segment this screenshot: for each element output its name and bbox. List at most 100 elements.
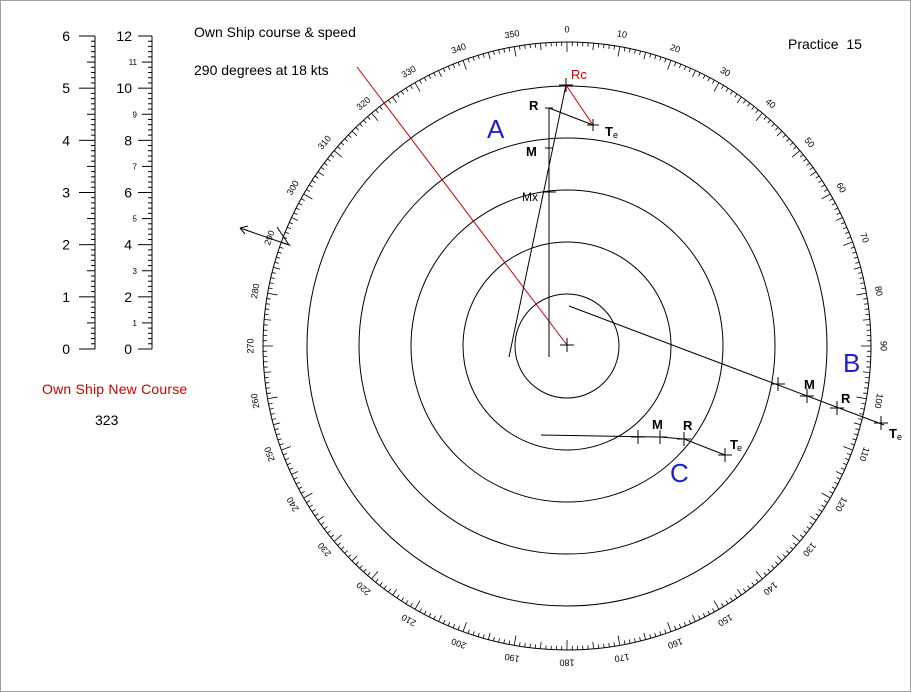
compass-tick: [340, 142, 345, 146]
compass-tick: [337, 146, 341, 150]
compass-tick: [348, 134, 352, 138]
compass-tick: [405, 600, 409, 605]
compass-tick: [836, 477, 841, 480]
compass-tick: [303, 492, 313, 499]
bearing-label: 230: [316, 541, 333, 559]
compass-tick: [702, 613, 706, 618]
compass-tick: [308, 504, 313, 508]
label-c-m: M: [652, 417, 663, 432]
compass-tick: [267, 396, 278, 400]
bearing-label: 120: [833, 495, 849, 513]
compass-tick: [793, 542, 797, 546]
bearing-label: 350: [504, 28, 521, 40]
compass-tick: [283, 453, 288, 456]
compass-tick: [623, 47, 626, 52]
compass-tick: [303, 193, 313, 200]
compass-tick: [472, 631, 475, 636]
compass-tick: [273, 266, 281, 270]
compass-tick: [664, 629, 667, 634]
own-ship-heading-arrowhead: [239, 225, 249, 235]
bearing-label: 40: [763, 96, 777, 110]
compass-tick: [359, 565, 363, 569]
compass-tick: [755, 112, 763, 122]
label-c-r: R: [683, 418, 693, 433]
label-b-te-e: e: [897, 432, 902, 442]
compass-tick: [771, 123, 775, 127]
compass-tick: [428, 74, 432, 79]
compass-tick: [540, 641, 542, 649]
compass-tick: [856, 292, 867, 296]
compass-tick: [410, 85, 413, 90]
compass-tick: [513, 46, 517, 57]
compass-tick: [419, 79, 422, 84]
right-scale-major-label: 2: [124, 289, 132, 305]
compass-tick: [613, 642, 615, 647]
compass-tick: [786, 138, 790, 142]
compass-tick: [643, 632, 647, 640]
label-rc: Rc: [571, 67, 587, 82]
compass-tick: [467, 58, 470, 63]
compass-tick: [864, 387, 869, 389]
compass-tick: [834, 207, 839, 211]
compass-tick: [401, 597, 404, 602]
compass-tick: [782, 134, 786, 138]
compass-tick: [823, 189, 828, 192]
bearing-label: 20: [669, 42, 682, 55]
compass-tick: [639, 636, 641, 642]
compass-tick: [270, 277, 275, 279]
compass-tick: [829, 198, 834, 201]
compass-tick: [617, 46, 621, 57]
compass-tick: [271, 418, 277, 420]
label-a-te-t: T: [605, 124, 613, 139]
compass-tick: [843, 241, 853, 246]
compass-tick: [268, 402, 273, 405]
compass-tick: [462, 60, 467, 70]
compass-tick: [846, 236, 851, 239]
bearing-label: 30: [718, 65, 732, 79]
compass-tick: [743, 99, 747, 104]
compass-tick: [860, 282, 865, 285]
compass-tick: [300, 491, 305, 494]
compass-tick: [383, 585, 387, 590]
compass-tick: [623, 640, 626, 645]
compass-tick: [298, 202, 303, 206]
compass-tick: [327, 530, 331, 534]
compass-tick: [503, 48, 506, 53]
compass-tick: [725, 600, 729, 605]
compass-tick: [273, 422, 281, 426]
compass-tick: [330, 154, 335, 158]
compass-tick: [751, 582, 755, 586]
compass-tick: [270, 413, 275, 415]
compass-tick: [806, 526, 811, 530]
compass-tick: [508, 47, 511, 52]
compass-tick: [447, 621, 451, 626]
compass-tick: [713, 82, 720, 92]
compass-tick: [295, 207, 300, 211]
bearing-label: 110: [857, 446, 871, 463]
compass-tick: [810, 516, 817, 521]
bearing-label: 250: [262, 446, 277, 464]
compass-tick: [392, 589, 397, 596]
compass-tick: [821, 492, 831, 499]
bearing-label: 70: [858, 231, 871, 244]
compass-tick: [401, 90, 404, 95]
right-scale-major-label: 8: [124, 132, 132, 148]
compass-tick: [649, 53, 652, 58]
compass-tick: [333, 150, 343, 158]
compass-tick: [433, 615, 436, 620]
compass-tick: [803, 158, 807, 162]
compass-tick: [786, 550, 790, 554]
compass-tick: [791, 534, 801, 542]
contact-b: [568, 305, 888, 430]
compass-tick: [291, 217, 298, 221]
right-scale-minor-label: 11: [129, 58, 138, 67]
compass-tick: [846, 453, 851, 456]
compass-tick: [707, 610, 711, 615]
compass-tick: [438, 615, 442, 622]
compass-tick: [852, 251, 857, 254]
bearing-label: 60: [834, 181, 848, 195]
compass-tick: [279, 443, 284, 446]
compass-tick: [320, 522, 325, 526]
compass-tick: [683, 621, 687, 626]
compass-tick: [498, 49, 500, 54]
